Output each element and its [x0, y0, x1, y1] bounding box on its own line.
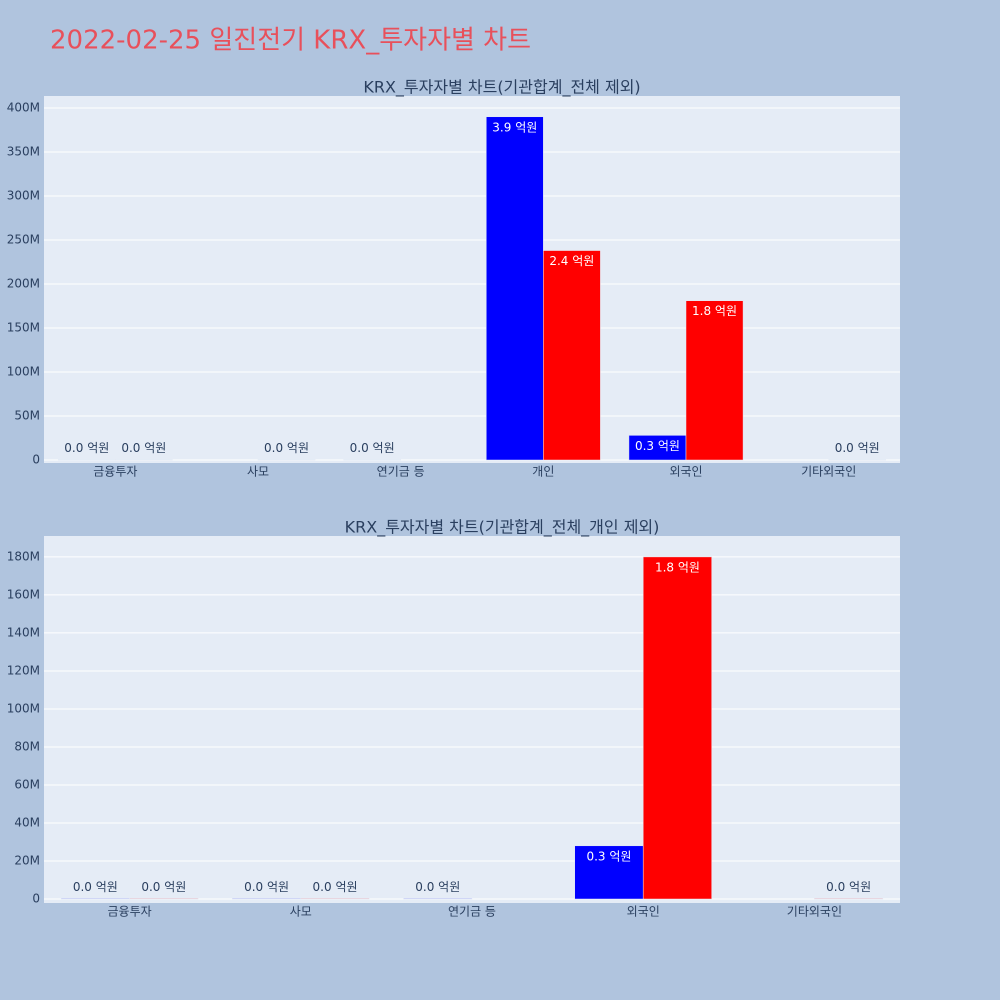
- bar: [300, 898, 370, 900]
- y-tick-label: 40M: [14, 815, 40, 829]
- x-tick-label: 사모: [290, 905, 312, 919]
- value-label: 0.3 억원: [586, 849, 631, 863]
- y-tick-label: 20M: [14, 853, 40, 867]
- y-tick-label: 50M: [14, 409, 40, 423]
- bar: [642, 556, 712, 900]
- x-tick-label: 연기금 등: [448, 905, 496, 919]
- y-tick-label: 300M: [7, 188, 40, 202]
- plot-area: [44, 536, 900, 903]
- bar: [543, 250, 601, 461]
- chart-title: KRX_투자자별 차트(기관합계_전체 제외): [363, 78, 640, 98]
- x-tick-label: 연기금 등: [377, 465, 425, 479]
- y-tick-label: 250M: [7, 232, 40, 246]
- value-label: 0.0 억원: [264, 441, 309, 455]
- y-tick-label: 150M: [7, 320, 40, 334]
- y-tick-label: 100M: [7, 701, 40, 715]
- bar: [60, 898, 130, 900]
- bar: [814, 898, 884, 900]
- bar: [403, 898, 473, 900]
- value-label: 0.0 억원: [350, 441, 395, 455]
- bar: [129, 898, 199, 900]
- y-tick-label: 80M: [14, 739, 40, 753]
- y-tick-label: 100M: [7, 364, 40, 378]
- y-tick-label: 200M: [7, 276, 40, 290]
- x-tick-label: 외국인: [669, 465, 702, 479]
- value-label: 0.0 억원: [415, 880, 460, 894]
- x-tick-label: 사모: [247, 465, 269, 479]
- bar: [486, 116, 544, 461]
- value-label: 3.9 억원: [492, 120, 537, 134]
- bar: [685, 300, 744, 461]
- value-label: 0.0 억원: [73, 880, 118, 894]
- value-label: 0.0 억원: [826, 880, 871, 894]
- bar: [628, 435, 687, 461]
- y-tick-label: 120M: [7, 663, 40, 677]
- value-label: 0.0 억원: [141, 880, 186, 894]
- bar: [574, 845, 644, 900]
- value-label: 2.4 억원: [549, 254, 594, 268]
- value-label: 0.3 억원: [635, 439, 680, 453]
- value-label: 1.8 억원: [692, 304, 737, 318]
- value-label: 0.0 억원: [244, 880, 289, 894]
- value-label: 1.8 억원: [655, 560, 700, 574]
- value-label: 0.0 억원: [64, 441, 109, 455]
- x-tick-label: 기타외국인: [787, 905, 842, 919]
- x-tick-label: 금융투자: [93, 465, 137, 479]
- value-label: 0.0 억원: [121, 441, 166, 455]
- chart-title: KRX_투자자별 차트(기관합계_전체_개인 제외): [345, 518, 660, 538]
- bar: [232, 898, 302, 900]
- x-tick-label: 기타외국인: [801, 465, 856, 479]
- value-label: 0.0 억원: [835, 441, 880, 455]
- y-tick-label: 140M: [7, 625, 40, 639]
- value-label: 0.0 억원: [313, 880, 358, 894]
- y-tick-label: 0: [32, 892, 40, 906]
- y-tick-label: 60M: [14, 777, 40, 791]
- y-tick-label: 160M: [7, 587, 40, 601]
- plot-area: [44, 96, 900, 463]
- x-tick-label: 외국인: [627, 905, 660, 919]
- y-tick-label: 180M: [7, 549, 40, 563]
- page-title: 2022-02-25 일진전기 KRX_투자자별 차트: [50, 26, 531, 56]
- y-tick-label: 0: [32, 453, 40, 467]
- y-tick-label: 350M: [7, 144, 40, 158]
- y-tick-label: 400M: [7, 100, 40, 114]
- x-tick-label: 금융투자: [108, 905, 152, 919]
- x-tick-label: 개인: [532, 465, 554, 479]
